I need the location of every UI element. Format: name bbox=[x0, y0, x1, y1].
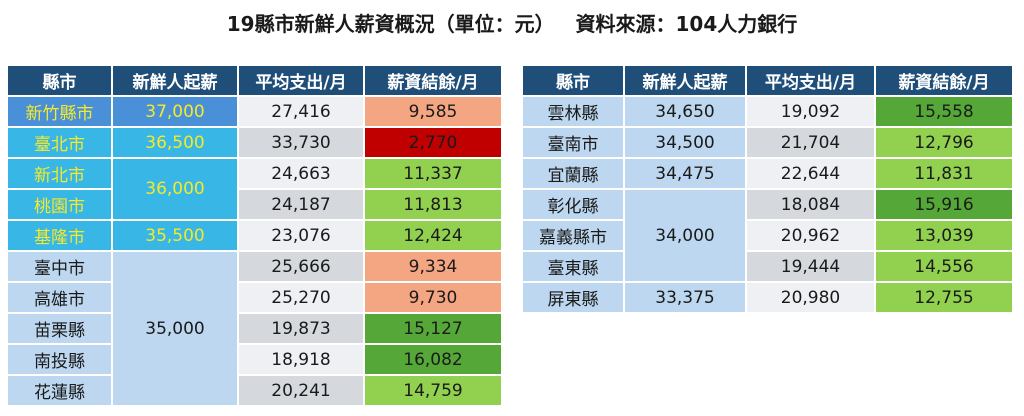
starting-salary-cell: 36,000 bbox=[113, 159, 237, 219]
avg-expense-cell: 25,666 bbox=[239, 252, 363, 281]
balance-cell: 12,796 bbox=[876, 128, 1012, 157]
table-row: 苗栗縣 19,873 15,127 bbox=[8, 314, 501, 343]
header-starting-salary: 新鮮人起薪 bbox=[113, 66, 237, 95]
balance-cell: 13,039 bbox=[876, 221, 1012, 250]
starting-salary-cell: 35,500 bbox=[113, 221, 237, 250]
table-row: 臺南市 34,500 21,704 12,796 bbox=[523, 128, 1012, 157]
avg-expense-cell: 33,730 bbox=[239, 128, 363, 157]
city-cell: 新竹縣市 bbox=[8, 97, 111, 126]
starting-salary-cell: 33,375 bbox=[625, 283, 745, 312]
table-row: 臺東縣 19,444 14,556 bbox=[523, 252, 1012, 281]
balance-cell: 2,770 bbox=[365, 128, 501, 157]
city-cell: 桃園市 bbox=[8, 190, 111, 219]
balance-cell: 11,337 bbox=[365, 159, 501, 188]
avg-expense-cell: 27,416 bbox=[239, 97, 363, 126]
city-cell: 臺中市 bbox=[8, 252, 111, 281]
table-row: 南投縣 18,918 16,082 bbox=[8, 345, 501, 374]
starting-salary-cell: 34,650 bbox=[625, 97, 745, 126]
starting-salary-cell: 34,500 bbox=[625, 128, 745, 157]
balance-cell: 12,755 bbox=[876, 283, 1012, 312]
avg-expense-cell: 22,644 bbox=[747, 159, 874, 188]
avg-expense-cell: 19,092 bbox=[747, 97, 874, 126]
starting-salary-cell: 34,475 bbox=[625, 159, 745, 188]
balance-cell: 14,556 bbox=[876, 252, 1012, 281]
table-row: 桃園市 24,187 11,813 bbox=[8, 190, 501, 219]
table-row: 雲林縣 34,650 19,092 15,558 bbox=[523, 97, 1012, 126]
table-row: 基隆市 35,500 23,076 12,424 bbox=[8, 221, 501, 250]
salary-table-right: 縣市 新鮮人起薪 平均支出/月 薪資結餘/月 雲林縣 34,650 19,092… bbox=[521, 64, 1014, 314]
balance-cell: 11,831 bbox=[876, 159, 1012, 188]
city-cell: 臺南市 bbox=[523, 128, 623, 157]
balance-cell: 9,334 bbox=[365, 252, 501, 281]
avg-expense-cell: 20,241 bbox=[239, 376, 363, 405]
avg-expense-cell: 19,444 bbox=[747, 252, 874, 281]
table-row: 屏東縣 33,375 20,980 12,755 bbox=[523, 283, 1012, 312]
salary-table-left: 縣市 新鮮人起薪 平均支出/月 薪資結餘/月 新竹縣市 37,000 27,41… bbox=[6, 64, 503, 407]
balance-cell: 9,585 bbox=[365, 97, 501, 126]
table-row: 臺中市 35,000 25,666 9,334 bbox=[8, 252, 501, 405]
table-row: 新北市 36,000 24,663 11,337 bbox=[8, 159, 501, 219]
avg-expense-cell: 24,663 bbox=[239, 159, 363, 188]
city-cell: 臺東縣 bbox=[523, 252, 623, 281]
balance-cell: 11,813 bbox=[365, 190, 501, 219]
table-row: 嘉義縣市 20,962 13,039 bbox=[523, 221, 1012, 250]
city-cell: 基隆市 bbox=[8, 221, 111, 250]
avg-expense-cell: 20,962 bbox=[747, 221, 874, 250]
table-row: 臺北市 36,500 33,730 2,770 bbox=[8, 128, 501, 157]
balance-cell: 15,916 bbox=[876, 190, 1012, 219]
table-row: 彰化縣 34,000 18,084 15,916 bbox=[523, 190, 1012, 281]
header-balance: 薪資結餘/月 bbox=[365, 66, 501, 95]
city-cell: 屏東縣 bbox=[523, 283, 623, 312]
avg-expense-cell: 19,873 bbox=[239, 314, 363, 343]
header-city: 縣市 bbox=[8, 66, 111, 95]
avg-expense-cell: 23,076 bbox=[239, 221, 363, 250]
city-cell: 臺北市 bbox=[8, 128, 111, 157]
avg-expense-cell: 21,704 bbox=[747, 128, 874, 157]
starting-salary-cell: 35,000 bbox=[113, 252, 237, 405]
header-row: 縣市 新鮮人起薪 平均支出/月 薪資結餘/月 bbox=[523, 66, 1012, 95]
avg-expense-cell: 25,270 bbox=[239, 283, 363, 312]
avg-expense-cell: 20,980 bbox=[747, 283, 874, 312]
header-avg-expense: 平均支出/月 bbox=[747, 66, 874, 95]
balance-cell: 15,558 bbox=[876, 97, 1012, 126]
city-cell: 南投縣 bbox=[8, 345, 111, 374]
header-city: 縣市 bbox=[523, 66, 623, 95]
city-cell: 高雄市 bbox=[8, 283, 111, 312]
city-cell: 新北市 bbox=[8, 159, 111, 188]
balance-cell: 9,730 bbox=[365, 283, 501, 312]
city-cell: 花蓮縣 bbox=[8, 376, 111, 405]
table-row: 高雄市 25,270 9,730 bbox=[8, 283, 501, 312]
starting-salary-cell: 34,000 bbox=[625, 190, 745, 281]
avg-expense-cell: 18,084 bbox=[747, 190, 874, 219]
header-avg-expense: 平均支出/月 bbox=[239, 66, 363, 95]
city-cell: 苗栗縣 bbox=[8, 314, 111, 343]
city-cell: 彰化縣 bbox=[523, 190, 623, 219]
table-row: 新竹縣市 37,000 27,416 9,585 bbox=[8, 97, 501, 126]
balance-cell: 14,759 bbox=[365, 376, 501, 405]
table-row: 宜蘭縣 34,475 22,644 11,831 bbox=[523, 159, 1012, 188]
avg-expense-cell: 18,918 bbox=[239, 345, 363, 374]
city-cell: 宜蘭縣 bbox=[523, 159, 623, 188]
balance-cell: 16,082 bbox=[365, 345, 501, 374]
header-balance: 薪資結餘/月 bbox=[876, 66, 1012, 95]
starting-salary-cell: 36,500 bbox=[113, 128, 237, 157]
avg-expense-cell: 24,187 bbox=[239, 190, 363, 219]
starting-salary-cell: 37,000 bbox=[113, 97, 237, 126]
balance-cell: 15,127 bbox=[365, 314, 501, 343]
city-cell: 雲林縣 bbox=[523, 97, 623, 126]
page-title: 19縣市新鮮人薪資概況（單位：元） 資料來源：104人力銀行 bbox=[226, 12, 798, 36]
header-row: 縣市 新鮮人起薪 平均支出/月 薪資結餘/月 bbox=[8, 66, 501, 95]
header-starting-salary: 新鮮人起薪 bbox=[625, 66, 745, 95]
balance-cell: 12,424 bbox=[365, 221, 501, 250]
city-cell: 嘉義縣市 bbox=[523, 221, 623, 250]
table-row: 花蓮縣 20,241 14,759 bbox=[8, 376, 501, 405]
